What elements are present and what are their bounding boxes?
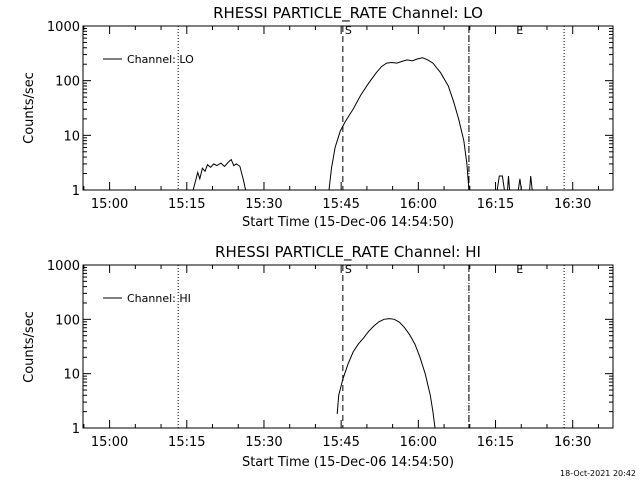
data-line-segment: [496, 175, 505, 191]
x-axis-lo: 15:00 15:15 15:30 15:45 16:00 16:15 16:3…: [83, 26, 599, 212]
y-axis-hi: 1 10 100 1000: [47, 259, 613, 437]
marker-end-lo: E: [516, 24, 523, 37]
legend-lo: Channel: LO: [103, 53, 194, 66]
y-tick-label-hi: 100: [55, 313, 80, 328]
chart-panel-lo: RHESSI PARTICLE_RATE Channel: LO S E 1 1…: [22, 4, 614, 230]
legend-entry-hi: Channel: HI: [127, 292, 191, 305]
y-tick-label-hi: 1000: [47, 259, 80, 274]
y-axis-label-hi: Counts/sec: [22, 311, 37, 383]
x-tick-label-lo: 16:30: [554, 197, 591, 212]
marker-start-lo: S: [345, 24, 352, 37]
x-tick-label-lo: 15:45: [322, 197, 359, 212]
reference-lines-lo: [177, 26, 565, 190]
x-axis-hi: 15:00 15:15 15:30 15:45 16:00 16:15 16:3…: [83, 265, 599, 450]
x-tick-label-hi: 16:30: [554, 435, 591, 450]
x-tick-label-hi: 16:00: [400, 435, 437, 450]
x-tick-label-hi: 15:15: [168, 435, 205, 450]
x-tick-label-lo: 15:15: [168, 197, 205, 212]
marker-end-hi: E: [516, 263, 523, 276]
x-tick-label-lo: 15:30: [245, 197, 282, 212]
chart-title-lo: RHESSI PARTICLE_RATE Channel: LO: [213, 4, 483, 23]
y-tick-label-lo: 100: [55, 75, 80, 90]
data-line-segment: [192, 158, 247, 191]
event-markers-hi: S E: [345, 263, 523, 276]
y-tick-label-hi: 10: [63, 368, 80, 383]
plot-frame-hi: [82, 264, 614, 429]
x-tick-label-lo: 15:00: [91, 197, 128, 212]
y-tick-label-lo: 1: [72, 184, 80, 199]
x-tick-label-lo: 16:15: [477, 197, 514, 212]
y-tick-label-lo: 10: [63, 129, 80, 144]
event-markers-lo: S E: [345, 24, 523, 37]
legend-hi: Channel: HI: [103, 292, 191, 305]
data-line-segment: [507, 175, 511, 191]
plot-frame-lo: [82, 25, 614, 191]
x-tick-label-hi: 15:45: [322, 435, 359, 450]
footer-timestamp: 18-Oct-2021 20:42: [560, 469, 636, 478]
marker-start-hi: S: [345, 263, 352, 276]
series-channel-lo: [192, 57, 533, 191]
y-tick-label-lo: 1000: [47, 20, 80, 35]
chart-panel-hi: RHESSI PARTICLE_RATE Channel: HI S E 1 1…: [22, 243, 614, 470]
x-tick-label-hi: 15:00: [91, 435, 128, 450]
x-tick-label-lo: 16:00: [400, 197, 437, 212]
data-line-segment: [517, 178, 522, 191]
data-line-segment: [529, 175, 533, 191]
x-axis-label-hi: Start Time (15-Dec-06 14:54:50): [242, 455, 454, 470]
legend-entry-lo: Channel: LO: [127, 53, 194, 66]
y-tick-label-hi: 1: [72, 422, 80, 437]
x-tick-label-hi: 16:15: [477, 435, 514, 450]
y-axis-label-lo: Counts/sec: [22, 72, 37, 144]
x-axis-label-lo: Start Time (15-Dec-06 14:54:50): [242, 215, 454, 230]
data-line-segment: [328, 57, 470, 191]
series-channel-hi: [336, 318, 436, 429]
reference-lines-hi: [177, 265, 565, 428]
y-axis-lo: 1 10 100 1000: [47, 20, 613, 199]
chart-title-hi: RHESSI PARTICLE_RATE Channel: HI: [215, 243, 481, 262]
x-tick-label-hi: 15:30: [245, 435, 282, 450]
data-line-segment: [336, 318, 436, 429]
